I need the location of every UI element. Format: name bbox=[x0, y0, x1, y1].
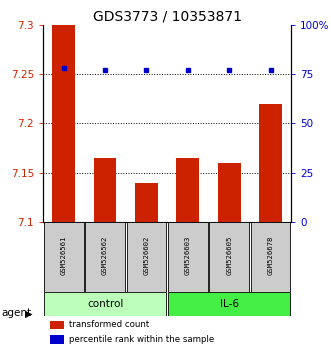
Title: GDS3773 / 10353871: GDS3773 / 10353871 bbox=[93, 10, 242, 24]
Bar bbox=[135, 183, 158, 222]
Text: GSM526602: GSM526602 bbox=[143, 236, 150, 275]
Bar bbox=[168, 292, 291, 316]
Bar bbox=[44, 222, 83, 292]
Bar bbox=[176, 158, 199, 222]
Text: GSM526605: GSM526605 bbox=[226, 236, 232, 275]
Text: ▶: ▶ bbox=[25, 308, 32, 318]
Bar bbox=[85, 222, 125, 292]
Text: GSM526561: GSM526561 bbox=[61, 236, 67, 275]
Bar bbox=[94, 158, 117, 222]
Text: GSM526562: GSM526562 bbox=[102, 236, 108, 275]
Text: control: control bbox=[87, 299, 123, 309]
Bar bbox=[50, 320, 64, 329]
Text: transformed count: transformed count bbox=[69, 320, 149, 329]
Bar bbox=[50, 335, 64, 344]
Text: IL-6: IL-6 bbox=[220, 299, 239, 309]
Bar bbox=[218, 163, 241, 222]
Bar bbox=[126, 222, 166, 292]
Text: GSM526603: GSM526603 bbox=[185, 236, 191, 275]
Bar bbox=[259, 104, 282, 222]
Bar bbox=[44, 292, 166, 316]
Text: percentile rank within the sample: percentile rank within the sample bbox=[69, 335, 214, 344]
Bar bbox=[168, 222, 208, 292]
Bar bbox=[210, 222, 249, 292]
Bar bbox=[251, 222, 291, 292]
Bar bbox=[52, 25, 75, 222]
Text: agent: agent bbox=[2, 308, 32, 318]
Text: GSM526678: GSM526678 bbox=[267, 236, 274, 275]
